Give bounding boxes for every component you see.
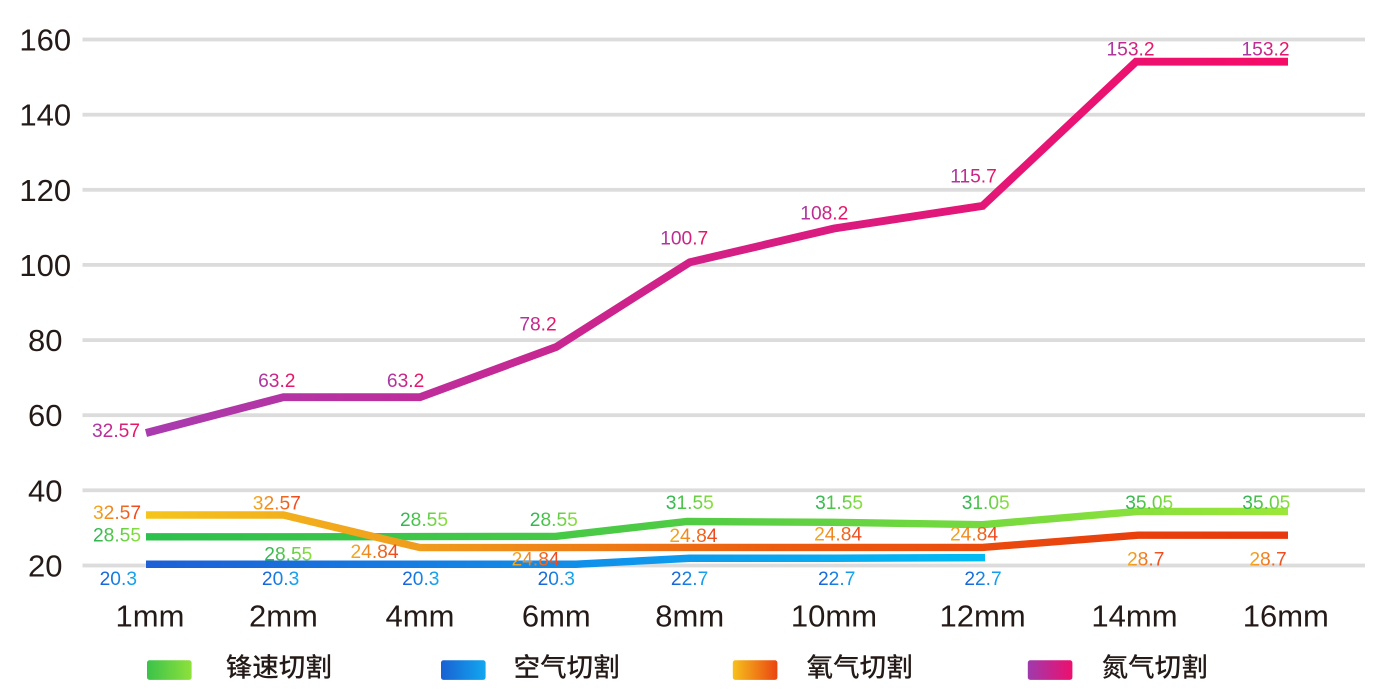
svg-text:140: 140 — [19, 98, 71, 133]
svg-text:24.84: 24.84 — [669, 526, 717, 547]
svg-text:22.7: 22.7 — [964, 569, 1001, 590]
svg-text:12mm: 12mm — [940, 599, 1026, 634]
svg-text:6mm: 6mm — [522, 599, 591, 634]
svg-text:22.7: 22.7 — [671, 569, 708, 590]
svg-text:153.2: 153.2 — [1241, 39, 1289, 60]
svg-text:10mm: 10mm — [791, 599, 877, 634]
svg-text:100: 100 — [19, 248, 71, 283]
svg-text:63.2: 63.2 — [387, 371, 424, 392]
svg-text:31.05: 31.05 — [962, 493, 1010, 514]
svg-text:28.55: 28.55 — [264, 544, 312, 565]
svg-text:63.2: 63.2 — [258, 371, 295, 392]
svg-text:32.57: 32.57 — [92, 421, 140, 442]
svg-text:28.55: 28.55 — [93, 525, 141, 546]
svg-text:35.05: 35.05 — [1242, 493, 1290, 514]
svg-text:28.55: 28.55 — [400, 510, 448, 531]
svg-text:24.84: 24.84 — [350, 542, 398, 563]
svg-text:115.7: 115.7 — [950, 166, 997, 187]
svg-text:31.55: 31.55 — [666, 493, 714, 514]
svg-text:16mm: 16mm — [1243, 599, 1329, 634]
svg-text:20: 20 — [28, 549, 62, 584]
svg-text:120: 120 — [19, 173, 71, 208]
svg-text:4mm: 4mm — [386, 599, 455, 634]
svg-text:24.84: 24.84 — [512, 550, 560, 571]
svg-text:20.3: 20.3 — [402, 569, 439, 590]
svg-text:80: 80 — [28, 323, 62, 358]
svg-text:40: 40 — [28, 473, 62, 508]
svg-text:28.7: 28.7 — [1249, 550, 1286, 571]
svg-text:20.3: 20.3 — [538, 569, 575, 590]
svg-text:20.3: 20.3 — [100, 569, 137, 590]
svg-text:1mm: 1mm — [116, 599, 185, 634]
svg-text:14mm: 14mm — [1091, 599, 1177, 634]
svg-text:108.2: 108.2 — [800, 204, 848, 225]
svg-text:35.05: 35.05 — [1125, 493, 1173, 514]
svg-text:78.2: 78.2 — [519, 315, 556, 336]
svg-text:31.55: 31.55 — [815, 493, 863, 514]
svg-text:160: 160 — [19, 23, 71, 58]
svg-text:32.57: 32.57 — [253, 493, 301, 514]
svg-text:28.55: 28.55 — [530, 510, 578, 531]
svg-text:2mm: 2mm — [249, 599, 318, 634]
svg-text:22.7: 22.7 — [818, 569, 855, 590]
svg-text:28.7: 28.7 — [1127, 550, 1164, 571]
svg-text:24.84: 24.84 — [950, 524, 998, 545]
svg-text:32.57: 32.57 — [93, 503, 141, 524]
svg-text:8mm: 8mm — [655, 599, 724, 634]
svg-text:100.7: 100.7 — [660, 228, 708, 249]
svg-text:153.2: 153.2 — [1106, 39, 1154, 60]
svg-text:20.3: 20.3 — [262, 569, 299, 590]
svg-text:24.84: 24.84 — [814, 524, 862, 545]
svg-text:60: 60 — [28, 398, 62, 433]
